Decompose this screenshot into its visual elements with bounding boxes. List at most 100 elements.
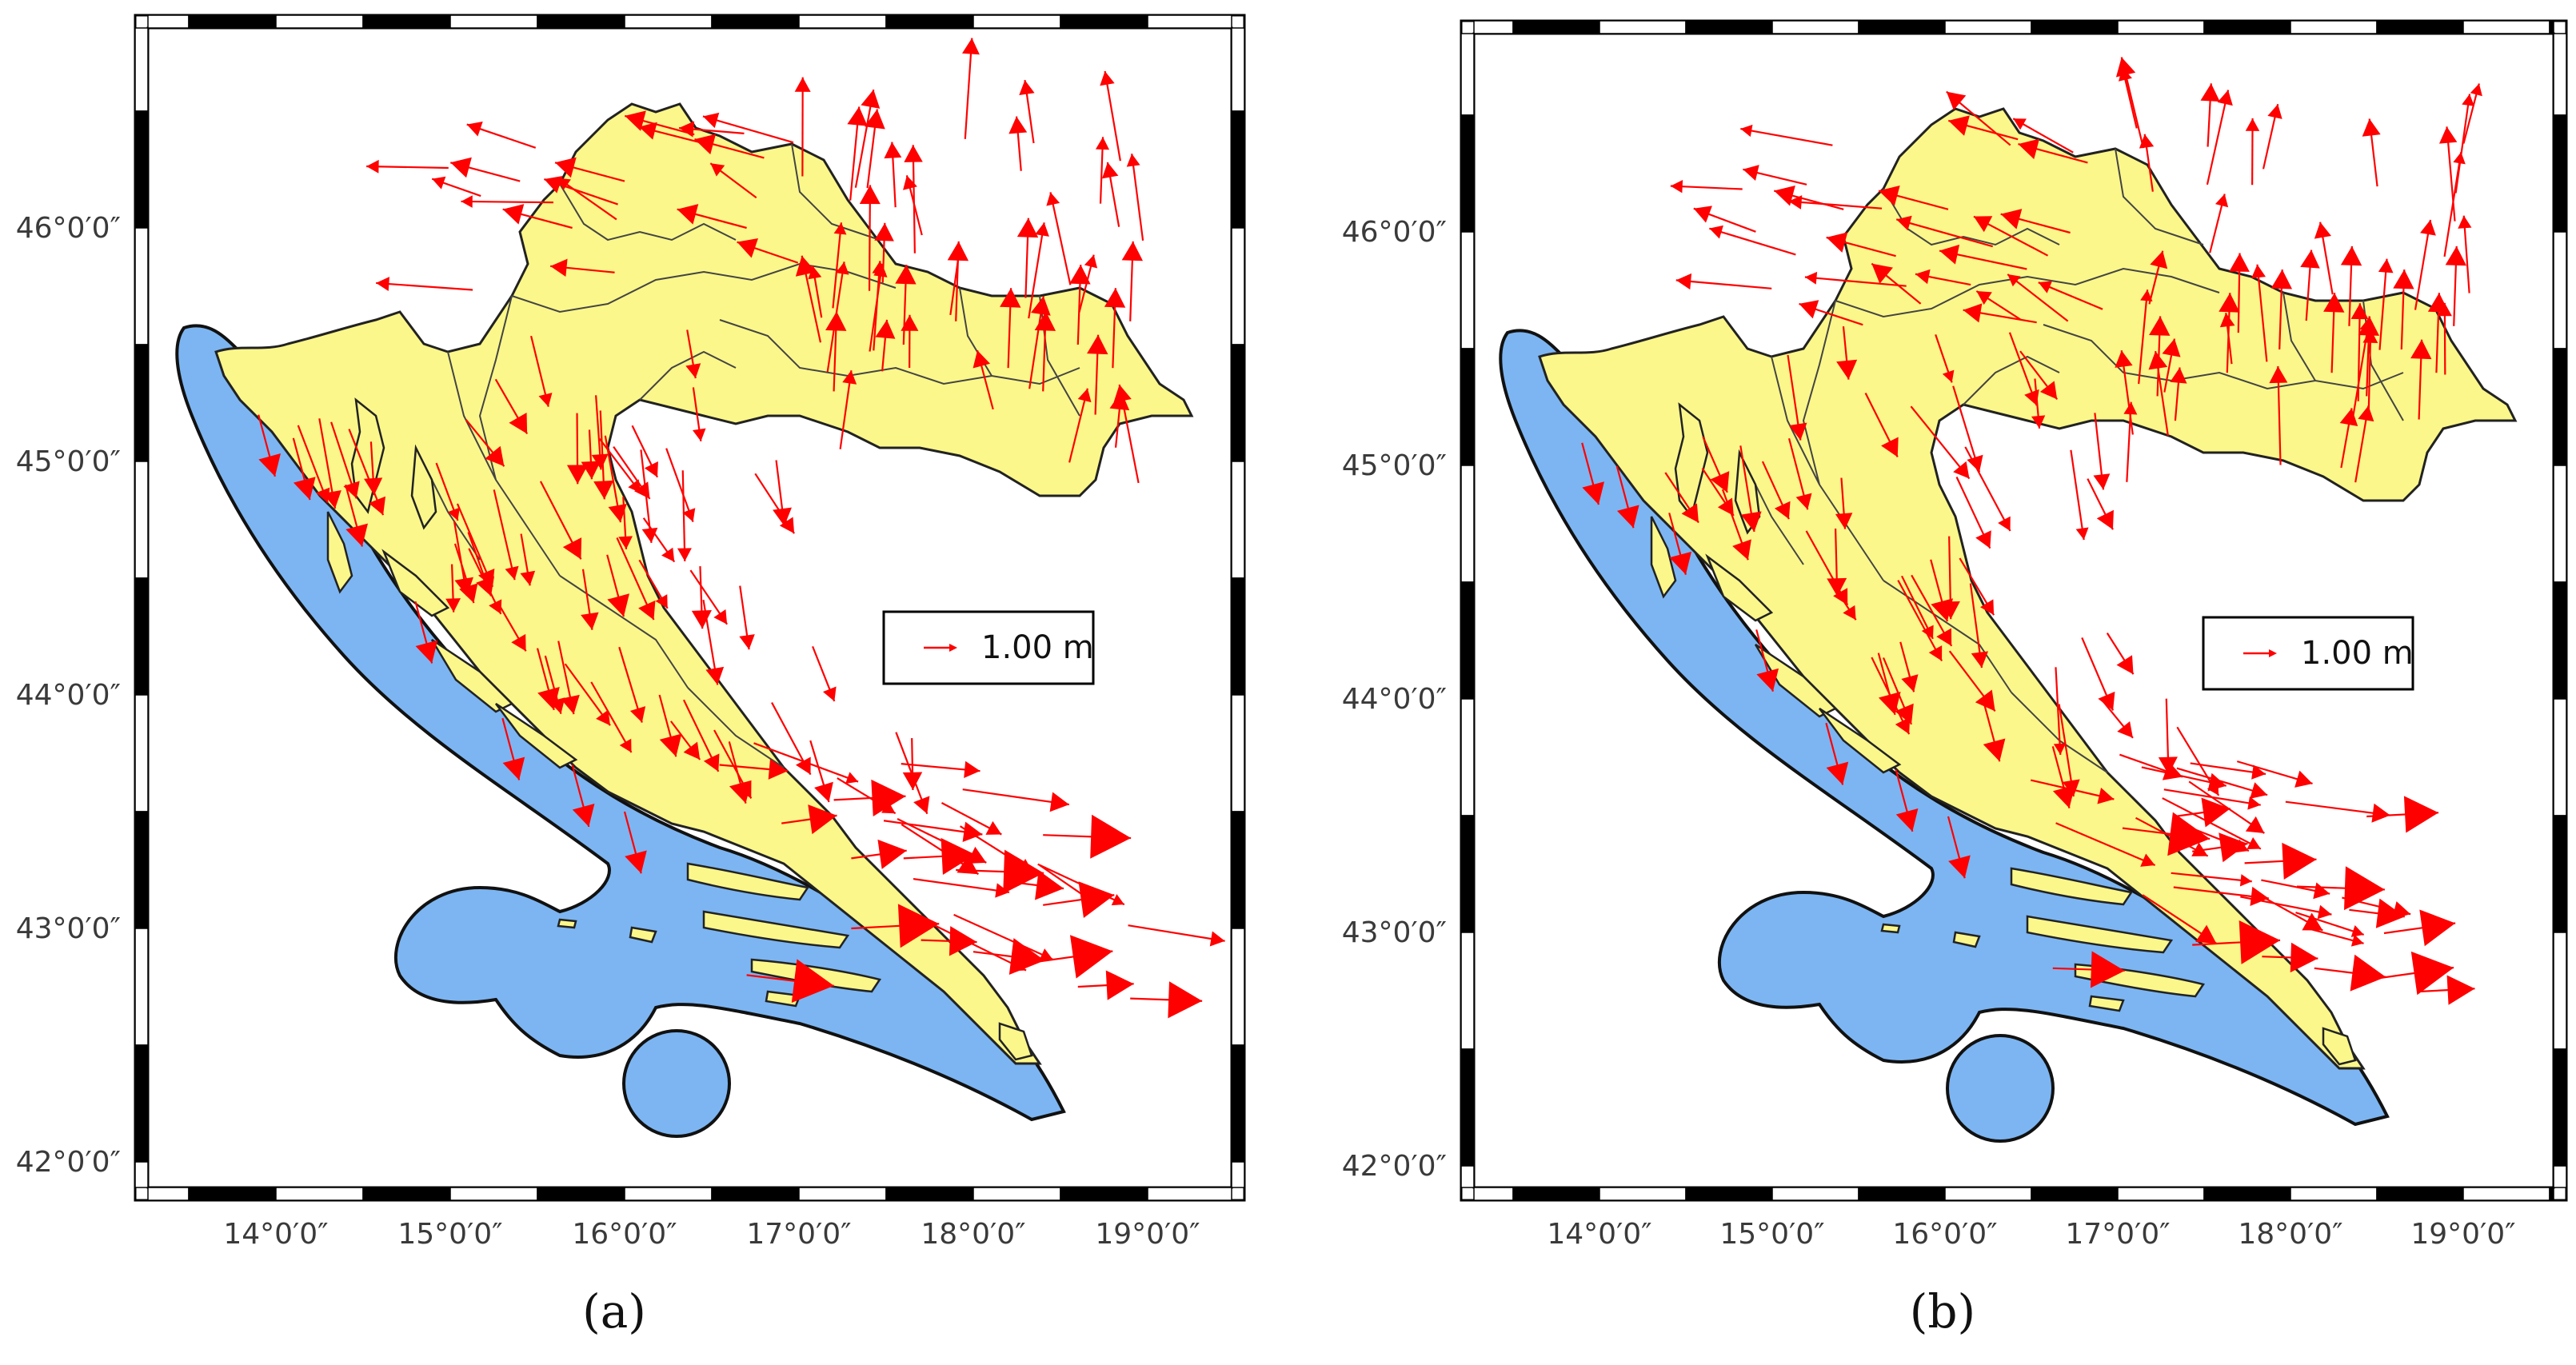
latitude-tick-label: 43°0′0″: [1342, 916, 1447, 949]
vector-head: [1928, 645, 1943, 661]
vector-shaft: [376, 281, 473, 291]
vector-head: [2096, 509, 2114, 530]
vector-head: [1895, 703, 1914, 724]
vector-head: [2219, 313, 2235, 328]
vector-head: [1019, 80, 1035, 95]
vector-head: [859, 185, 881, 205]
vector-south-head: [537, 687, 560, 710]
vector-head: [2098, 691, 2115, 711]
vector-west-head: [1879, 185, 1900, 206]
vector-head: [509, 412, 528, 434]
vector-large-head: [1105, 970, 1134, 1000]
vector-head: [1939, 244, 1960, 265]
map-frame: [1460, 19, 2568, 1202]
vector-head: [550, 258, 568, 277]
vector-head: [2215, 194, 2229, 208]
legend-arrow-head: [949, 644, 957, 652]
vector-head: [2013, 118, 2027, 130]
vector-head: [316, 487, 330, 503]
vector-head: [1836, 359, 1858, 380]
vector-shaft: [665, 448, 694, 523]
panel-a-map: 1.00 m 14°0′0″ 15°0′0″ 16°0′0″ 17°0′0″ 18°0′0…: [16, 14, 1246, 1251]
vector-shaft: [1128, 924, 1225, 942]
vector-shaft: [493, 489, 516, 581]
vector-shaft: [2055, 667, 2062, 755]
vector-head: [737, 238, 758, 258]
vector-large-head: [808, 804, 837, 835]
vector-large-head: [2375, 898, 2405, 928]
vector-shaft: [2007, 273, 2069, 322]
vector-west-head: [677, 204, 699, 225]
vector-south-head: [729, 780, 752, 804]
vector-head: [2200, 83, 2220, 102]
displacement-vectors: [258, 38, 1225, 1019]
vector-head: [677, 548, 692, 561]
vector-head: [2251, 264, 2266, 278]
vector-head: [903, 175, 917, 190]
vector-shaft: [1895, 218, 1993, 248]
vector-head: [2378, 258, 2394, 273]
latitude-tick-label: 42°0′0″: [1342, 1150, 1447, 1183]
vector-south-head: [502, 756, 525, 780]
vector-head: [544, 175, 563, 194]
vector-head: [1971, 651, 1989, 669]
vector-head: [713, 609, 728, 625]
vector-west-head: [555, 157, 577, 178]
vector-head: [913, 796, 930, 814]
vector-head: [445, 598, 461, 613]
vector-west-head: [694, 134, 717, 155]
vector-shaft: [1670, 185, 1743, 190]
vector-shaft: [1675, 279, 1772, 289]
vector-shaft: [2240, 896, 2332, 916]
vector-head: [1788, 195, 1803, 210]
vector-shaft: [869, 263, 884, 352]
vector-head: [874, 222, 894, 241]
vector-west-head: [1774, 185, 1795, 206]
vector-head: [2038, 281, 2053, 293]
vector-head: [847, 106, 868, 126]
vector-head: [1732, 539, 1751, 561]
vector-head: [343, 481, 360, 499]
vector-head: [2313, 882, 2330, 900]
vector-head: [2207, 772, 2227, 792]
vector-shaft: [590, 681, 633, 753]
vector-west-head: [625, 110, 646, 131]
vector-head: [961, 38, 980, 55]
vector-head: [1975, 530, 1991, 549]
latitude-tick-label: 45°0′0″: [1342, 449, 1447, 482]
vector-head: [2317, 904, 2332, 920]
vector-head: [2314, 222, 2331, 239]
vector-large-head: [2201, 797, 2231, 828]
vector-shaft: [839, 370, 853, 449]
vector-large-head: [1069, 935, 1113, 979]
vector-head: [538, 393, 553, 407]
vector-head: [454, 577, 473, 597]
vector-head: [808, 265, 822, 280]
vector-head: [2350, 934, 2364, 947]
vector-head: [2245, 118, 2260, 131]
vector-shaft: [1897, 580, 1943, 662]
vector-head: [2097, 787, 2115, 804]
vector-head: [1740, 124, 1753, 138]
vector-head: [2115, 350, 2133, 368]
vector-head: [2420, 219, 2436, 236]
vector-south-head: [1582, 481, 1604, 505]
vector-west-head: [1826, 232, 1848, 253]
vector-head: [2302, 912, 2323, 931]
vector-shaft: [681, 470, 686, 561]
vector-head: [505, 565, 519, 581]
longitude-tick-label: 14°0′0″: [223, 1218, 328, 1251]
vector-head: [2300, 249, 2320, 269]
vector-shaft: [2378, 258, 2388, 350]
latitude-tick-label: 42°0′0″: [16, 1146, 121, 1179]
vector-head: [1670, 180, 1683, 194]
vector-shaft: [1788, 200, 1883, 210]
panel-b-caption: (b): [1910, 1284, 1975, 1339]
map-content: [175, 38, 1225, 1138]
vector-south-head: [572, 804, 595, 827]
vector-north-head: [1121, 241, 1144, 261]
vector-head: [2123, 401, 2138, 415]
vector-head: [1921, 625, 1934, 639]
vector-head: [1789, 422, 1807, 441]
vector-head: [461, 195, 473, 208]
